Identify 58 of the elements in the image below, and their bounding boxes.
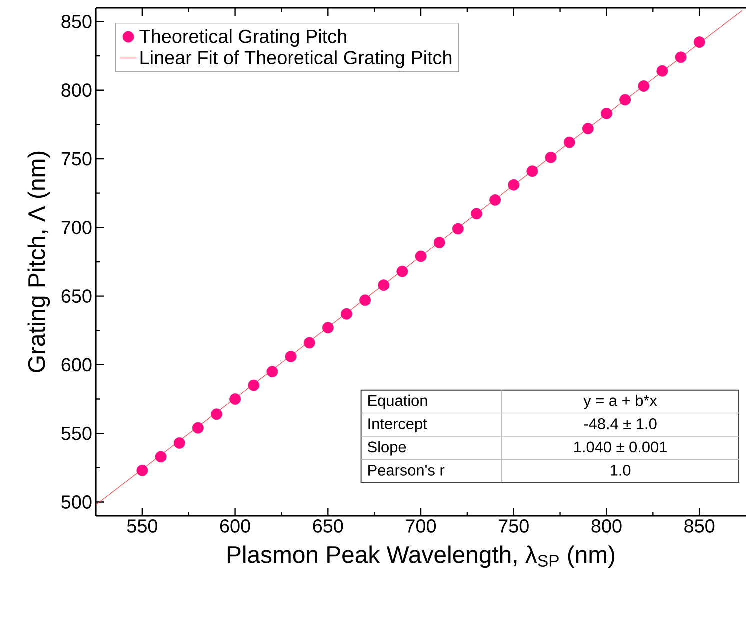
y-tick-label: 550 bbox=[62, 426, 92, 440]
point bbox=[378, 280, 390, 292]
point bbox=[545, 152, 557, 164]
point bbox=[582, 123, 594, 135]
legend-label: Theoretical Grating Pitch bbox=[140, 29, 346, 48]
x-tick-label: 800 bbox=[592, 520, 622, 533]
legend-label: Linear Fit of Theoretical Grating Pitch bbox=[140, 50, 452, 68]
annotation: -48.4 ± 1.0 bbox=[584, 418, 657, 430]
point bbox=[675, 52, 687, 64]
annotation: Pearson's r bbox=[368, 465, 445, 476]
point bbox=[192, 422, 204, 434]
point bbox=[656, 65, 668, 77]
point bbox=[452, 223, 464, 235]
point bbox=[638, 80, 650, 92]
point bbox=[248, 380, 260, 392]
point bbox=[211, 408, 222, 420]
annotation: y = a + b*x bbox=[584, 394, 658, 410]
point bbox=[490, 194, 501, 206]
point bbox=[415, 250, 427, 262]
point bbox=[526, 166, 538, 178]
point bbox=[322, 322, 334, 334]
x-tick-label: 750 bbox=[499, 520, 529, 533]
point bbox=[694, 36, 706, 48]
annotation: 1.040 ± 0.001 bbox=[574, 442, 667, 453]
y-tick-label: 800 bbox=[62, 84, 92, 98]
annotation: Equation bbox=[368, 394, 428, 410]
annotation: Intercept bbox=[368, 418, 428, 433]
y-axis-title: Grating Pitch, Λ (nm) bbox=[28, 152, 50, 372]
x-axis-title: Plasmon Peak Wavelength, λ$_{SP}$ (nm) bbox=[228, 546, 615, 568]
y-tick-label: 750 bbox=[62, 152, 92, 166]
point bbox=[471, 208, 482, 220]
point bbox=[341, 308, 352, 320]
x-tick-label: 850 bbox=[684, 520, 715, 533]
point bbox=[620, 94, 631, 106]
x-tick-label: 600 bbox=[220, 520, 250, 533]
point bbox=[285, 351, 297, 362]
point bbox=[601, 108, 612, 120]
y-tick-label: 650 bbox=[62, 290, 92, 304]
x-tick-label: 550 bbox=[127, 520, 158, 533]
point bbox=[396, 266, 408, 278]
point bbox=[266, 366, 278, 378]
point bbox=[360, 294, 371, 306]
point bbox=[230, 394, 241, 405]
point bbox=[304, 337, 316, 349]
x-tick-label: 700 bbox=[406, 520, 436, 533]
point bbox=[434, 237, 446, 248]
y-tick-label: 700 bbox=[62, 220, 92, 234]
annotation: 1.0 bbox=[610, 464, 631, 476]
annotation: Slope bbox=[368, 441, 406, 456]
point bbox=[564, 136, 576, 148]
x-tick-label: 650 bbox=[313, 520, 344, 533]
point bbox=[174, 438, 186, 449]
y-tick-label: 500 bbox=[62, 496, 92, 509]
point bbox=[136, 464, 148, 476]
point bbox=[508, 179, 520, 191]
y-tick-label: 600 bbox=[62, 358, 92, 372]
y-tick-label: 850 bbox=[62, 15, 92, 28]
point bbox=[155, 451, 167, 463]
